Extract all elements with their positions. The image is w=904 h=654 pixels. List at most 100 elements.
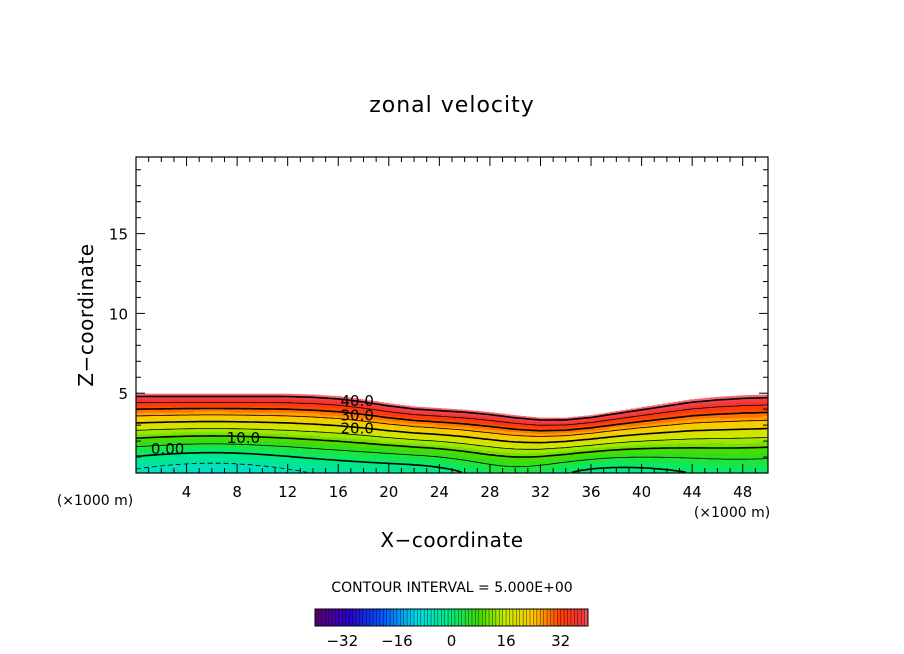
contour-cell xyxy=(483,460,490,463)
contour-cell xyxy=(267,466,274,469)
contour-cell xyxy=(209,417,216,420)
contour-cell xyxy=(314,401,321,404)
contour-cell xyxy=(293,393,300,396)
contour-cell xyxy=(204,430,211,433)
contour-cell xyxy=(467,447,474,450)
contour-cell xyxy=(567,461,574,464)
contour-cell xyxy=(136,420,142,422)
contour-cell xyxy=(293,403,300,406)
contour-cell xyxy=(530,432,537,435)
contour-cell xyxy=(488,444,495,447)
contour-cell xyxy=(567,441,574,443)
contour-cell xyxy=(388,446,395,448)
contour-cell xyxy=(193,409,200,412)
contour-cell xyxy=(451,430,458,432)
contour-cell xyxy=(136,425,142,428)
contour-cell xyxy=(204,429,211,432)
contour-cell xyxy=(267,398,274,401)
contour-cell xyxy=(514,452,521,455)
contour-cell xyxy=(309,407,316,410)
contour-cell xyxy=(209,458,216,461)
contour-cell xyxy=(504,435,511,438)
contour-cell xyxy=(156,441,163,444)
contour-cell xyxy=(235,423,242,426)
contour-cell xyxy=(541,468,548,470)
contour-cell xyxy=(562,466,569,468)
contour-cell xyxy=(193,393,200,396)
contour-cell xyxy=(541,454,548,456)
contour-cell xyxy=(356,452,363,455)
contour-cell xyxy=(425,470,432,473)
contour-cell xyxy=(193,460,200,463)
contour-cell xyxy=(256,439,263,442)
contour-cell xyxy=(204,396,211,399)
contour-cell xyxy=(251,400,258,403)
contour-cell xyxy=(136,430,142,433)
contour-cell xyxy=(535,459,542,462)
contour-cell xyxy=(546,465,553,467)
contour-cell xyxy=(262,443,268,446)
contour-cell xyxy=(320,399,326,401)
contour-cell xyxy=(462,456,469,459)
contour-cell xyxy=(493,455,500,458)
contour-cell xyxy=(520,459,527,462)
contour-cell xyxy=(499,459,505,462)
contour-cell xyxy=(356,457,363,460)
contour-cell xyxy=(335,399,342,402)
contour-cell xyxy=(388,415,395,417)
contour-cell xyxy=(420,427,426,430)
contour-cell xyxy=(567,466,574,468)
contour-cell xyxy=(325,400,332,403)
contour-cell xyxy=(483,449,490,451)
contour-cell xyxy=(256,398,263,401)
contour-cell xyxy=(309,466,316,469)
contour-cell xyxy=(146,397,153,400)
contour-cell xyxy=(156,458,163,461)
contour-cell xyxy=(435,432,442,435)
contour-cell xyxy=(230,398,237,401)
contour-cell xyxy=(425,412,432,415)
contour-cell xyxy=(425,456,432,459)
contour-cell xyxy=(209,446,216,449)
contour-cell xyxy=(251,451,258,454)
contour-cell xyxy=(504,445,511,447)
contour-cell xyxy=(188,468,195,471)
contour-cell xyxy=(451,465,458,467)
contour-cell xyxy=(509,458,516,460)
contour-cell xyxy=(214,443,221,446)
contour-cell xyxy=(351,466,358,469)
contour-cell xyxy=(509,430,516,432)
contour-cell xyxy=(367,432,374,435)
contour-cell xyxy=(383,428,390,431)
contour-cell xyxy=(367,440,374,442)
contour-cell xyxy=(330,462,337,465)
contour-cell xyxy=(193,446,200,449)
contour-cell xyxy=(219,452,226,455)
contour-cell xyxy=(225,422,232,425)
contour-cell xyxy=(304,446,311,449)
contour-cell xyxy=(304,467,311,470)
contour-cell xyxy=(320,440,326,443)
contour-cell xyxy=(399,446,405,449)
contour-cell xyxy=(225,455,232,458)
contour-cell xyxy=(225,454,232,457)
contour-cell xyxy=(441,428,448,431)
contour-cell xyxy=(520,469,527,472)
contour-cell xyxy=(309,417,316,420)
contour-cell xyxy=(198,430,205,433)
contour-cell xyxy=(151,406,158,409)
contour-cell xyxy=(183,464,189,467)
contour-cell xyxy=(298,413,305,416)
contour-cell xyxy=(298,409,305,412)
contour-cell xyxy=(330,466,337,469)
contour-cell xyxy=(351,421,358,424)
contour-cell xyxy=(156,393,163,396)
contour-cell xyxy=(567,419,574,422)
contour-cell xyxy=(446,456,453,459)
contour-cell xyxy=(156,459,163,462)
contour-cell xyxy=(320,420,326,423)
contour-cell xyxy=(204,449,211,451)
contour-cell xyxy=(219,467,226,470)
contour-cell xyxy=(288,454,295,457)
contour-cell xyxy=(520,437,527,440)
